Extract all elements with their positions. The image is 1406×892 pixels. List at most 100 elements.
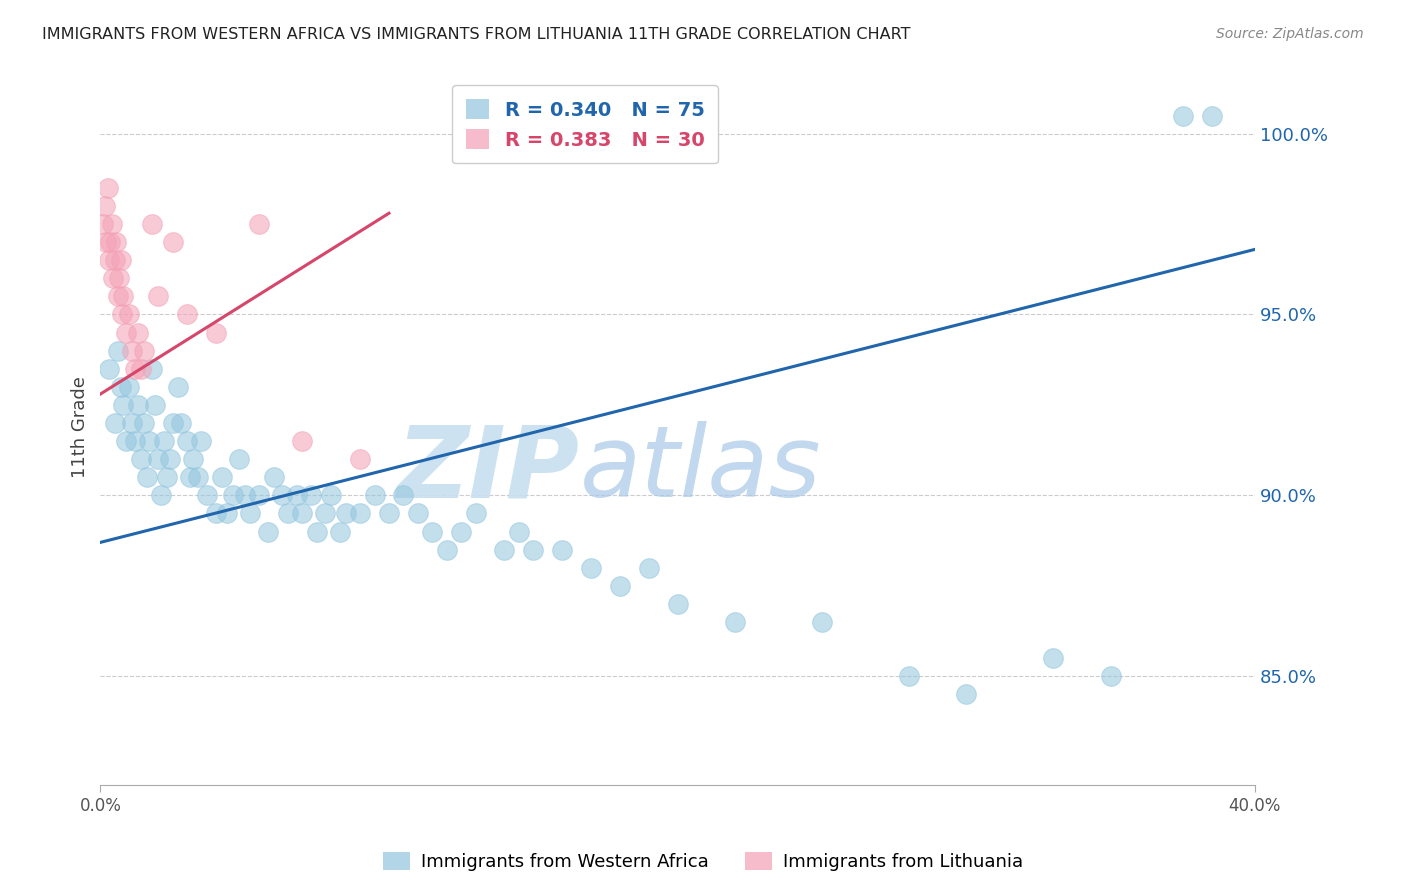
Point <box>115 434 138 449</box>
Point <box>127 398 149 412</box>
Point <box>811 615 834 629</box>
Point <box>263 470 285 484</box>
Point <box>406 507 429 521</box>
Point <box>112 289 135 303</box>
Point <box>153 434 176 449</box>
Point <box>187 470 209 484</box>
Point <box>291 434 314 449</box>
Point <box>176 308 198 322</box>
Point <box>1171 109 1194 123</box>
Point <box>299 488 322 502</box>
Point <box>508 524 530 539</box>
Point <box>124 434 146 449</box>
Point <box>127 326 149 340</box>
Point <box>107 343 129 358</box>
Point <box>129 361 152 376</box>
Point <box>955 687 977 701</box>
Point <box>1201 109 1223 123</box>
Y-axis label: 11th Grade: 11th Grade <box>72 376 89 477</box>
Point <box>228 452 250 467</box>
Point <box>170 416 193 430</box>
Point <box>132 416 155 430</box>
Point <box>105 235 128 249</box>
Point <box>115 326 138 340</box>
Point <box>156 470 179 484</box>
Point <box>217 507 239 521</box>
Point <box>436 542 458 557</box>
Point <box>104 253 127 268</box>
Point <box>1042 651 1064 665</box>
Point <box>239 507 262 521</box>
Point <box>420 524 443 539</box>
Point <box>291 507 314 521</box>
Point <box>349 507 371 521</box>
Point <box>378 507 401 521</box>
Point <box>112 398 135 412</box>
Point <box>363 488 385 502</box>
Point <box>107 289 129 303</box>
Text: Source: ZipAtlas.com: Source: ZipAtlas.com <box>1216 27 1364 41</box>
Point <box>211 470 233 484</box>
Text: ZIP: ZIP <box>396 421 579 518</box>
Point <box>181 452 204 467</box>
Point <box>349 452 371 467</box>
Point <box>91 217 114 231</box>
Point <box>494 542 516 557</box>
Point <box>314 507 336 521</box>
Point <box>103 271 125 285</box>
Point <box>179 470 201 484</box>
Point <box>162 416 184 430</box>
Point <box>247 217 270 231</box>
Point <box>1099 669 1122 683</box>
Point <box>450 524 472 539</box>
Point <box>159 452 181 467</box>
Point <box>167 380 190 394</box>
Point <box>285 488 308 502</box>
Point <box>321 488 343 502</box>
Point <box>149 488 172 502</box>
Point <box>256 524 278 539</box>
Point <box>118 380 141 394</box>
Point <box>97 181 120 195</box>
Point <box>111 308 134 322</box>
Point <box>305 524 328 539</box>
Point <box>93 199 115 213</box>
Point <box>110 253 132 268</box>
Text: IMMIGRANTS FROM WESTERN AFRICA VS IMMIGRANTS FROM LITHUANIA 11TH GRADE CORRELATI: IMMIGRANTS FROM WESTERN AFRICA VS IMMIGR… <box>42 27 911 42</box>
Point <box>522 542 544 557</box>
Text: atlas: atlas <box>579 421 821 518</box>
Point <box>100 235 122 249</box>
Point <box>204 326 226 340</box>
Point <box>637 560 659 574</box>
Point <box>897 669 920 683</box>
Point <box>204 507 226 521</box>
Point <box>108 271 131 285</box>
Point <box>146 289 169 303</box>
Point <box>118 308 141 322</box>
Point <box>132 343 155 358</box>
Point <box>335 507 357 521</box>
Point <box>233 488 256 502</box>
Point <box>609 579 631 593</box>
Point <box>579 560 602 574</box>
Point <box>551 542 574 557</box>
Point <box>724 615 747 629</box>
Point <box>121 416 143 430</box>
Point <box>195 488 218 502</box>
Point <box>247 488 270 502</box>
Point <box>666 597 689 611</box>
Point <box>110 380 132 394</box>
Point <box>135 470 157 484</box>
Point <box>392 488 415 502</box>
Point <box>98 253 121 268</box>
Point <box>162 235 184 249</box>
Legend: R = 0.340   N = 75, R = 0.383   N = 30: R = 0.340 N = 75, R = 0.383 N = 30 <box>453 86 718 163</box>
Legend: Immigrants from Western Africa, Immigrants from Lithuania: Immigrants from Western Africa, Immigran… <box>375 845 1031 879</box>
Point <box>141 361 163 376</box>
Point <box>121 343 143 358</box>
Point <box>141 217 163 231</box>
Point <box>464 507 486 521</box>
Point <box>146 452 169 467</box>
Point <box>104 416 127 430</box>
Point <box>190 434 212 449</box>
